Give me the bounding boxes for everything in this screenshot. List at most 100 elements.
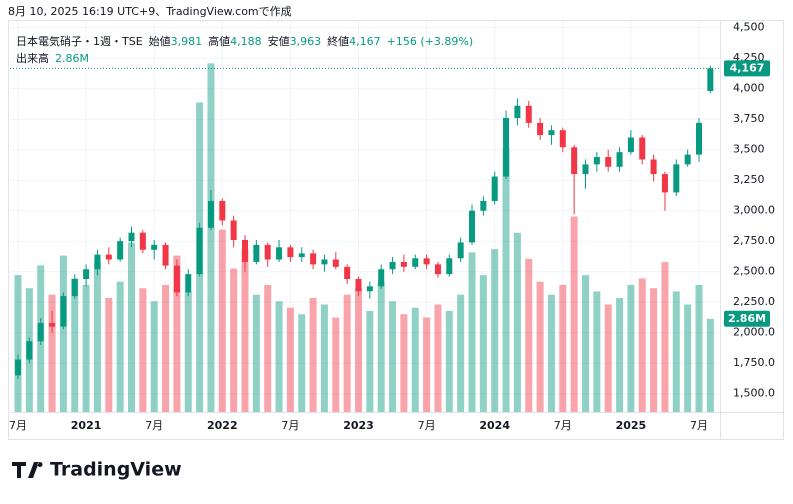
x-tick-label: 2021 — [71, 419, 102, 432]
volume-bar — [411, 307, 419, 412]
candle-body — [673, 164, 680, 193]
candle-body — [71, 279, 78, 297]
candle-body — [605, 157, 612, 167]
candle-body — [582, 164, 589, 175]
candle-body — [344, 266, 351, 280]
y-tick-label: 2,000.0 — [733, 326, 775, 339]
header: 8月 10, 2025 16:19 UTC+9、TradingView.comで… — [8, 5, 292, 18]
x-tick-label: 7月 — [281, 419, 299, 432]
legend-item: 2.86M — [55, 52, 89, 65]
candle-body — [276, 247, 283, 260]
y-tick-label: 2,500.0 — [733, 265, 775, 278]
candle-body — [446, 258, 453, 275]
volume-bar — [377, 281, 385, 412]
volume-bar — [59, 255, 67, 412]
volume-bar — [309, 297, 317, 412]
frame — [8, 20, 784, 440]
y-tick-label: 3,750 — [733, 112, 765, 125]
candle-body — [355, 279, 362, 292]
volume-bar — [491, 249, 499, 412]
volume-bar — [48, 294, 56, 412]
legend-item: 3,963 — [290, 35, 322, 48]
volume-bar — [241, 249, 249, 412]
volume-bar — [423, 317, 431, 412]
candle-body — [389, 261, 396, 270]
candle-body — [83, 269, 90, 280]
x-tick-label: 7月 — [554, 419, 572, 432]
volume-bar — [627, 284, 635, 412]
last-price-box — [724, 60, 770, 77]
x-tick-label: 2022 — [207, 419, 238, 432]
volume-bar — [559, 284, 567, 412]
y-tick-label: 3,500 — [733, 143, 765, 156]
volume-bar — [173, 255, 181, 412]
x-tick-label: 2025 — [616, 419, 647, 432]
volume-bar — [286, 307, 294, 412]
volume-bar — [502, 148, 510, 412]
candle-body — [434, 264, 441, 275]
candle-body — [627, 137, 634, 153]
candle-body — [616, 152, 623, 167]
y-tick-label: 3,000.0 — [733, 204, 775, 217]
candle-body — [60, 296, 67, 327]
volume-bar — [71, 278, 79, 412]
candle-body — [151, 244, 158, 250]
volume-bar — [684, 304, 692, 412]
volume-bar — [355, 288, 362, 412]
candle-body — [207, 200, 214, 228]
volume-bar — [389, 301, 397, 412]
volume-bar — [343, 294, 351, 412]
volume-bar — [230, 268, 238, 412]
volume-bar — [320, 304, 328, 412]
volume-bar — [457, 294, 465, 412]
volume-bar — [139, 288, 147, 412]
volume-bar — [128, 242, 135, 412]
candle-body — [707, 68, 714, 92]
legend-item: 始値 — [149, 34, 171, 48]
volume-bar — [582, 275, 589, 412]
candle-body — [412, 258, 419, 267]
volume-bar — [116, 281, 124, 412]
x-tick-label: 7月 — [145, 419, 163, 432]
legend-item: 終値 — [327, 34, 349, 48]
candle-body — [559, 130, 566, 148]
volume-bar — [93, 262, 101, 412]
volume-bar — [434, 304, 442, 412]
last-volume-label: 2.86M — [728, 312, 766, 325]
volume-bar — [638, 278, 646, 412]
x-tick-label: 2023 — [343, 419, 374, 432]
y-tick-label: 3,250 — [733, 173, 765, 186]
candle-body — [37, 322, 44, 342]
candle-body — [196, 227, 203, 275]
volume-bar — [695, 284, 703, 412]
volume-bar — [275, 301, 283, 412]
volume-bar — [604, 304, 612, 412]
volume-bar — [513, 232, 521, 412]
volume-bar — [150, 301, 158, 412]
volume-bar — [445, 310, 453, 412]
x-tick-label: 2024 — [479, 419, 510, 432]
x-tick-label: 7月 — [690, 419, 708, 432]
candle-body — [571, 147, 578, 175]
volume-bar — [479, 275, 487, 412]
candle-body — [26, 341, 33, 360]
volume-bar — [252, 294, 260, 412]
candle-body — [650, 159, 657, 175]
volume-bar — [105, 297, 113, 412]
candle-body — [128, 232, 135, 242]
y-tick-label: 1,500.0 — [733, 387, 775, 400]
legend-item: 4,167 — [349, 35, 381, 48]
candle-body — [548, 130, 555, 136]
candle-body — [298, 253, 305, 258]
candle-body — [423, 258, 430, 265]
legend-item: 安値 — [268, 34, 290, 48]
y-tick-label: 4,000 — [733, 82, 765, 95]
legend-item: 4,188 — [230, 35, 262, 48]
legend-volume: 出来高 2.86M — [16, 51, 89, 65]
candle-body — [537, 122, 544, 136]
volume-bar — [298, 314, 306, 412]
candle-body — [242, 239, 248, 262]
volume-bar — [616, 297, 624, 412]
candle-body — [503, 117, 510, 177]
